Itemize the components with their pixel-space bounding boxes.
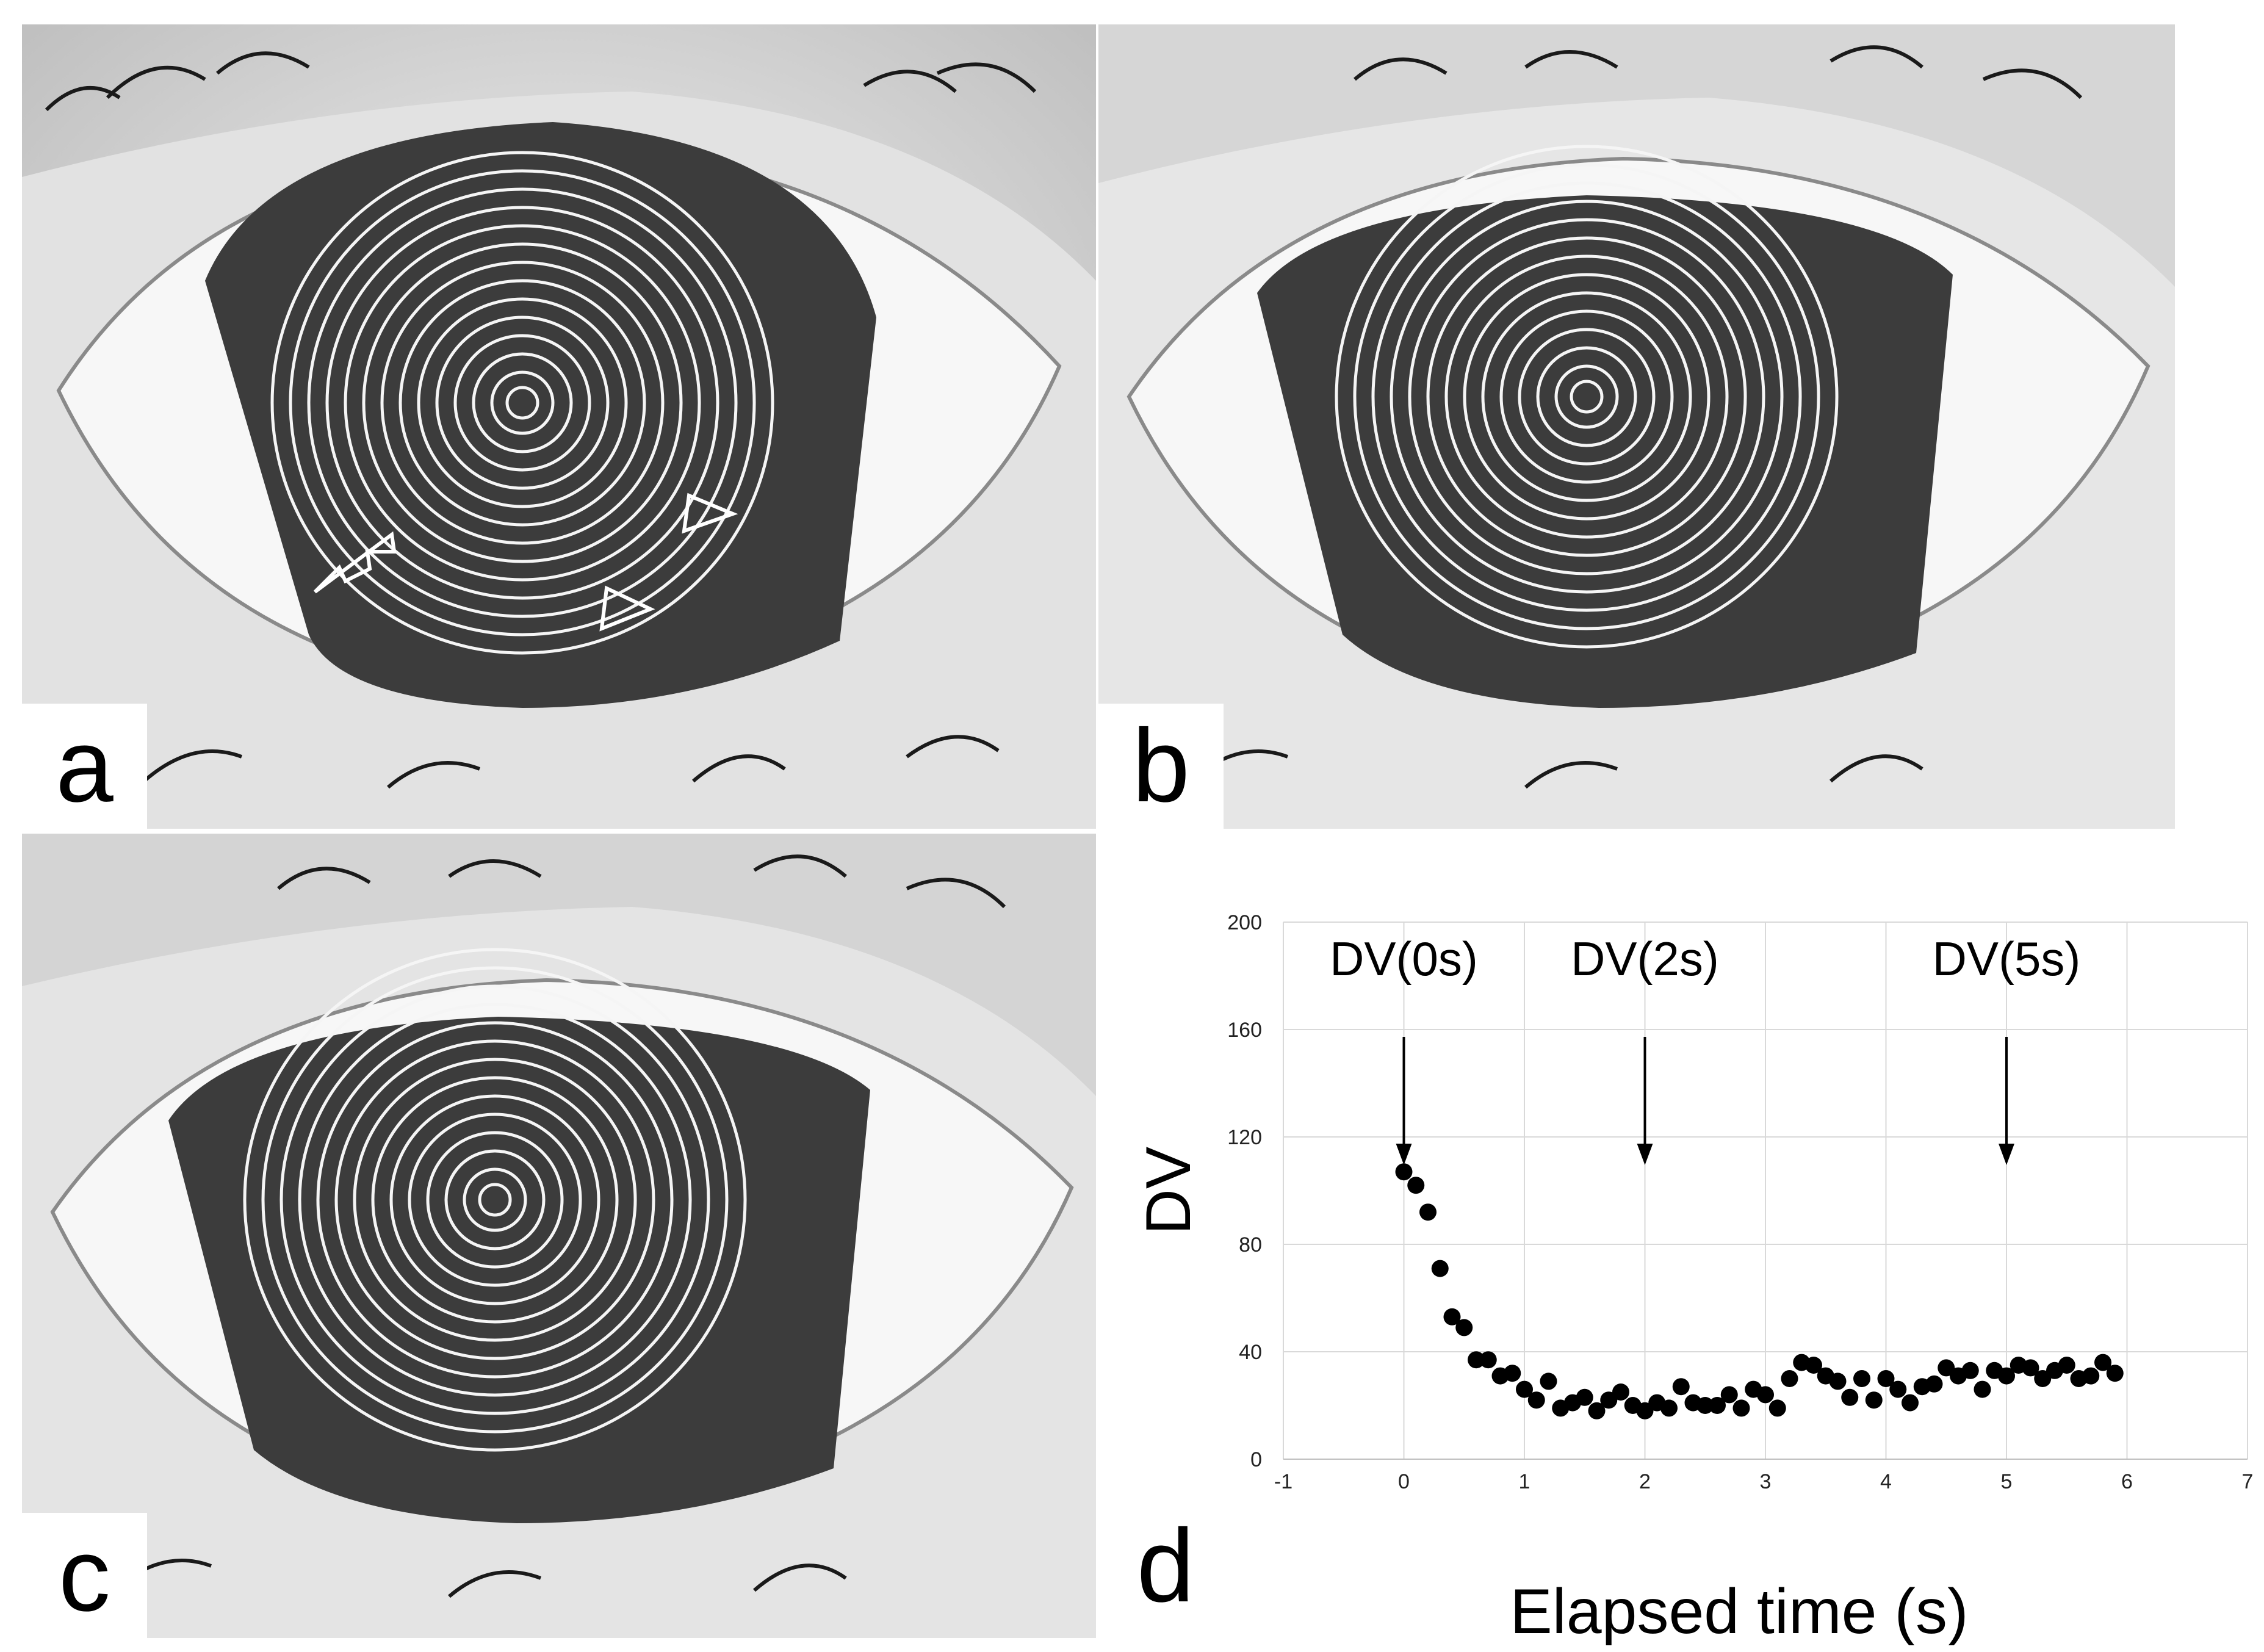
y-axis-title: DV — [1133, 1147, 1204, 1235]
data-point — [1660, 1399, 1678, 1417]
y-tick-label: 120 — [1227, 1126, 1262, 1149]
data-point — [1709, 1397, 1726, 1414]
data-point — [1925, 1375, 1943, 1393]
data-point — [1781, 1370, 1798, 1387]
data-point — [2094, 1354, 2111, 1371]
data-point — [1961, 1362, 1979, 1379]
x-tick-label: 6 — [2121, 1470, 2133, 1493]
dv-chart-panel: -1 0 1 2 3 4 5 6 7 0 40 80 120 160 200 DV(0s) DV(2s) DV(5… — [1098, 834, 2258, 1645]
annotation-label: DV(5s) — [1933, 932, 2081, 986]
data-point — [1720, 1386, 1738, 1404]
y-tick-label: 40 — [1239, 1341, 1262, 1364]
x-tick-label: 3 — [1760, 1470, 1772, 1493]
y-tick-label: 160 — [1227, 1019, 1262, 1042]
data-point — [1672, 1378, 1690, 1396]
data-point — [1938, 1359, 1955, 1377]
panel-label-b: b — [1098, 704, 1224, 829]
data-point — [1468, 1351, 1485, 1369]
x-tick-label: 4 — [1880, 1470, 1892, 1493]
x-tick-label: 5 — [2001, 1470, 2013, 1493]
data-point — [1600, 1391, 1618, 1409]
panel-label-d: d — [1136, 1508, 1195, 1624]
data-point — [1902, 1394, 1919, 1412]
annotation-arrow-head — [1637, 1144, 1653, 1165]
y-tick-label: 0 — [1250, 1448, 1262, 1471]
data-point — [1757, 1386, 1774, 1404]
data-point — [2058, 1357, 2075, 1374]
data-point — [1527, 1391, 1545, 1409]
x-tick-label: 7 — [2242, 1470, 2254, 1493]
x-tick-label: -1 — [1274, 1470, 1292, 1493]
x-axis-title: Elapsed time (s) — [1510, 1576, 1968, 1645]
x-tick-label: 2 — [1639, 1470, 1651, 1493]
eye-image-c: c — [22, 834, 1096, 1638]
data-point — [1853, 1370, 1870, 1387]
data-point — [1479, 1351, 1497, 1369]
data-point — [1612, 1383, 1629, 1401]
x-tick-label: 1 — [1519, 1470, 1530, 1493]
annotation-arrow-head — [1999, 1144, 2014, 1165]
data-point — [1889, 1380, 1907, 1398]
data-point — [1419, 1203, 1437, 1221]
annotation-arrow-head — [1396, 1144, 1412, 1165]
data-point — [1576, 1388, 1593, 1406]
data-point — [1696, 1397, 1714, 1414]
y-tick-label: 80 — [1239, 1233, 1262, 1257]
data-point — [1395, 1163, 1413, 1181]
x-tick-label: 0 — [1398, 1470, 1410, 1493]
data-point — [2106, 1365, 2124, 1382]
dv-scatter-chart: -1 0 1 2 3 4 5 6 7 0 40 80 120 160 200 DV(0s) DV(2s) DV(5… — [1133, 911, 2254, 1645]
data-point — [1877, 1370, 1895, 1387]
data-point — [1974, 1380, 1991, 1398]
data-point — [1455, 1319, 1473, 1336]
data-point — [2082, 1367, 2100, 1385]
data-point — [1732, 1399, 1750, 1417]
data-point — [2034, 1370, 2052, 1387]
eye-image-b: b — [1098, 24, 2175, 829]
panel-label-c: c — [22, 1513, 147, 1638]
data-point — [2022, 1359, 2039, 1377]
data-point — [1636, 1402, 1654, 1419]
data-point — [1805, 1357, 1822, 1374]
data-point — [1998, 1367, 2015, 1385]
data-point — [1768, 1399, 1786, 1417]
y-tick-label: 200 — [1227, 911, 1262, 934]
data-point — [1516, 1380, 1533, 1398]
data-point — [1540, 1372, 1557, 1390]
data-point — [1829, 1372, 1847, 1390]
data-point — [1841, 1388, 1859, 1406]
data-point — [1504, 1365, 1521, 1382]
data-point — [1431, 1260, 1449, 1277]
annotation-label: DV(2s) — [1571, 932, 1719, 986]
panel-label-a: a — [22, 704, 147, 829]
data-point — [1443, 1308, 1461, 1326]
data-point — [1588, 1402, 1606, 1419]
data-point — [1865, 1391, 1883, 1409]
annotation-label: DV(0s) — [1330, 932, 1478, 986]
data-point — [1407, 1177, 1425, 1194]
eye-image-a: a — [22, 24, 1096, 829]
